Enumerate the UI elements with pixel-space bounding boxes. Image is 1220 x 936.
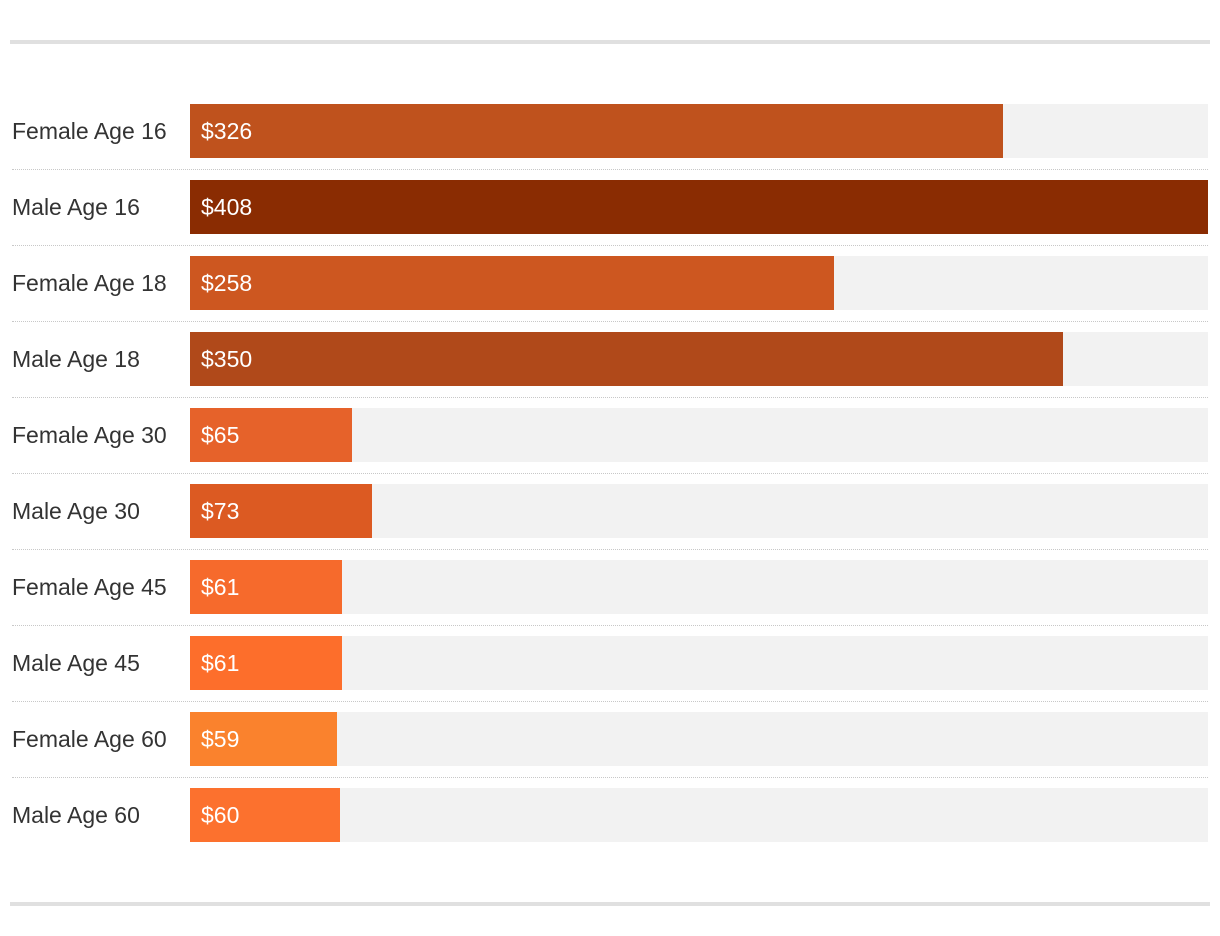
- bar-value-label: $326: [201, 118, 253, 144]
- bar-category-label: Male Age 30: [12, 498, 140, 524]
- bar-value-label: $59: [201, 726, 240, 752]
- bar-value-label: $350: [201, 346, 253, 372]
- bar: [190, 636, 342, 690]
- bar: [190, 104, 1003, 158]
- bar-category-label: Female Age 30: [12, 422, 167, 448]
- bar-category-label: Male Age 18: [12, 346, 140, 372]
- bar-value-label: $258: [201, 270, 253, 296]
- bar-track: $258: [190, 256, 1208, 310]
- bar: [190, 788, 340, 842]
- row-separator: [12, 321, 1208, 322]
- bar: [190, 180, 1208, 234]
- bar-row: Male Age 30 $73: [12, 484, 1208, 538]
- bar-category-label: Male Age 60: [12, 802, 140, 828]
- bar-value-label: $65: [201, 422, 240, 448]
- bar: [190, 712, 337, 766]
- top-rule: [10, 40, 1210, 44]
- bar-row: Female Age 18 $258: [12, 256, 1208, 310]
- bar-value-label: $60: [201, 802, 240, 828]
- bar-row: Female Age 60 $59: [12, 712, 1208, 766]
- bar-value-label: $61: [201, 650, 240, 676]
- bar-row: Male Age 16 $408: [12, 180, 1208, 234]
- bar-category-label: Male Age 45: [12, 650, 140, 676]
- row-separator: [12, 245, 1208, 246]
- bar-track: $61: [190, 560, 1208, 614]
- bar-category-label: Female Age 16: [12, 118, 167, 144]
- row-separator: [12, 169, 1208, 170]
- bar-track: $408: [190, 180, 1208, 234]
- row-separator: [12, 777, 1208, 778]
- bar-category-label: Female Age 45: [12, 574, 167, 600]
- bar-row: Female Age 30 $65: [12, 408, 1208, 462]
- bar: [190, 408, 352, 462]
- bar: [190, 256, 834, 310]
- row-separator: [12, 473, 1208, 474]
- bar-value-label: $61: [201, 574, 240, 600]
- bar-track: $326: [190, 104, 1208, 158]
- bar-row: Male Age 45 $61: [12, 636, 1208, 690]
- bar-track: $73: [190, 484, 1208, 538]
- bar: [190, 332, 1063, 386]
- bar-track: $61: [190, 636, 1208, 690]
- bar-track: $350: [190, 332, 1208, 386]
- bar: [190, 560, 342, 614]
- bar-category-label: Female Age 18: [12, 270, 167, 296]
- bar-track: $59: [190, 712, 1208, 766]
- bar-track: $60: [190, 788, 1208, 842]
- row-separator: [12, 701, 1208, 702]
- row-separator: [12, 625, 1208, 626]
- bar-value-label: $408: [201, 194, 253, 220]
- bar: [190, 484, 372, 538]
- bar-row: Female Age 45 $61: [12, 560, 1208, 614]
- bottom-rule: [10, 902, 1210, 906]
- bar-track: $65: [190, 408, 1208, 462]
- bar-row: Male Age 60 $60: [12, 788, 1208, 842]
- row-separator: [12, 397, 1208, 398]
- row-separator: [12, 549, 1208, 550]
- bar-row: Female Age 16 $326: [12, 104, 1208, 158]
- bar-value-label: $73: [201, 498, 240, 524]
- bar-category-label: Female Age 60: [12, 726, 167, 752]
- bar-row: Male Age 18 $350: [12, 332, 1208, 386]
- bar-category-label: Male Age 16: [12, 194, 140, 220]
